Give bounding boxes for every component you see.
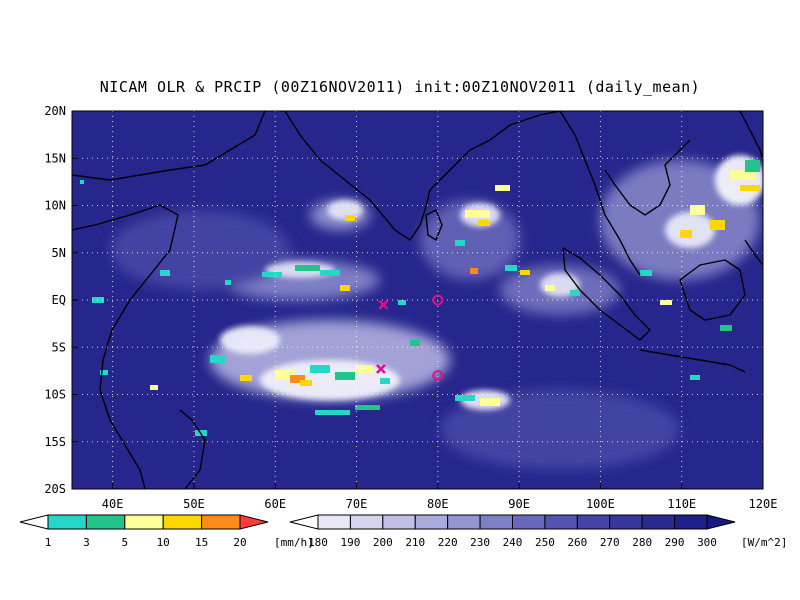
colorbar-left-triangle — [289, 514, 319, 530]
colorbar-label: 190 — [340, 536, 360, 549]
colorbar-label: 20 — [233, 536, 246, 549]
colorbar-segment — [382, 514, 416, 530]
markers — [376, 294, 444, 382]
x-tick-label: 60E — [264, 497, 286, 511]
colorbar-label: 180 — [308, 536, 328, 549]
y-tick-label: 5N — [52, 246, 66, 260]
marker-cross — [376, 364, 386, 374]
x-tick-label: 50E — [183, 497, 205, 511]
colorbar-segment — [576, 514, 611, 530]
marker-circle — [432, 370, 444, 382]
colorbar-segment — [47, 514, 87, 530]
x-tick-label: 40E — [102, 497, 124, 511]
y-tick-label: 5S — [52, 340, 66, 354]
colorbar-label: 220 — [438, 536, 458, 549]
colorbar-label: 240 — [503, 536, 523, 549]
colorbar-label: 5 — [121, 536, 128, 549]
y-tick-label: 20N — [44, 104, 66, 118]
colorbar-label: 210 — [405, 536, 425, 549]
colorbar-label: 15 — [195, 536, 208, 549]
y-tick-label: 15N — [44, 151, 66, 165]
marker-cross — [378, 299, 389, 310]
olr-colorbar: 180 190 200 210 220 230 240 250 260 270 280 290 300 [… — [289, 514, 787, 549]
x-tick-label: 80E — [427, 497, 449, 511]
colorbar-right-triangle — [239, 514, 269, 530]
colorbar-segment — [85, 514, 126, 530]
colorbar-segment — [609, 514, 643, 530]
colorbar-segment — [512, 514, 546, 530]
colorbar-segment — [414, 514, 449, 530]
y-tick-label: 15S — [44, 435, 66, 449]
colorbar-segment — [124, 514, 164, 530]
colorbar-unit: [mm/h] — [274, 536, 314, 549]
colorbar-segment — [544, 514, 578, 530]
colorbar-label: 300 — [697, 536, 717, 549]
colorbar-segment — [479, 514, 514, 530]
colorbar-label: 200 — [373, 536, 393, 549]
colorbar-label: 230 — [470, 536, 490, 549]
x-tick-label: 120E — [749, 497, 778, 511]
colorbar-label: 280 — [632, 536, 652, 549]
colorbar-label: 3 — [83, 536, 90, 549]
colorbar-segment — [201, 514, 241, 530]
colorbar-segment — [317, 514, 351, 530]
colorbar-segment — [674, 514, 708, 530]
precip-colorbar: 1 3 5 10 15 20 [mm/h] — [19, 514, 314, 549]
y-tick-label: 20S — [44, 482, 66, 496]
coastlines — [72, 111, 763, 489]
colorbar-label: 250 — [535, 536, 555, 549]
colorbar-right-triangle — [706, 514, 736, 530]
colorbar-label: 270 — [600, 536, 620, 549]
colorbar-label: 1 — [45, 536, 52, 549]
y-tick-label: EQ — [52, 293, 66, 307]
y-tick-label: 10N — [44, 199, 66, 213]
y-tick-label: 10S — [44, 388, 66, 402]
colorbar-segment — [447, 514, 481, 530]
colorbar-unit: [W/m^2] — [741, 536, 787, 549]
colorbar-label: 290 — [665, 536, 685, 549]
x-tick-label: 70E — [346, 497, 368, 511]
chart-title: NICAM OLR & PRCIP (00Z16NOV2011) init:00… — [99, 78, 701, 96]
colorbar-left-triangle — [19, 514, 49, 530]
colorbar-label: 10 — [157, 536, 170, 549]
x-tick-label: 110E — [667, 497, 696, 511]
x-tick-label: 100E — [586, 497, 615, 511]
marker-circle — [432, 294, 444, 306]
colorbar-segment — [349, 514, 384, 530]
colorbar-label: 260 — [567, 536, 587, 549]
colorbar-segment — [162, 514, 203, 530]
grid-lines — [72, 111, 763, 489]
colorbar-segment — [641, 514, 676, 530]
x-axis: 40E 50E 60E 70E 80E 90E 100E 110E 120E — [102, 483, 778, 511]
y-axis: 20N 15N 10N 5N EQ 5S 10S 15S 20S — [44, 104, 78, 496]
olr-field — [72, 111, 763, 489]
x-tick-label: 90E — [508, 497, 530, 511]
